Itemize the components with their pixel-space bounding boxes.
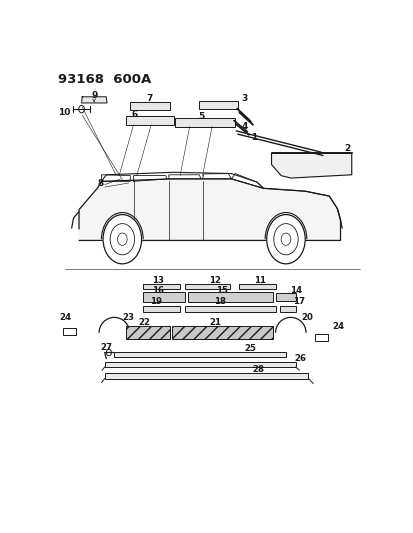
Bar xyxy=(143,306,180,312)
Bar xyxy=(185,306,276,312)
Polygon shape xyxy=(271,154,351,178)
Text: 22: 22 xyxy=(138,318,150,327)
Text: 3: 3 xyxy=(240,94,247,103)
Text: 13: 13 xyxy=(151,276,163,285)
Bar xyxy=(143,292,185,302)
Text: 93168  600A: 93168 600A xyxy=(58,73,151,86)
Circle shape xyxy=(103,215,141,264)
Text: 1: 1 xyxy=(250,133,256,142)
Text: 19: 19 xyxy=(150,297,162,306)
Text: 27: 27 xyxy=(100,343,112,352)
Bar xyxy=(239,284,276,289)
Text: 2: 2 xyxy=(343,143,349,152)
Bar xyxy=(276,293,295,301)
Text: 6: 6 xyxy=(131,109,137,118)
Text: 12: 12 xyxy=(209,276,221,285)
Polygon shape xyxy=(79,179,340,240)
Text: 4: 4 xyxy=(240,122,247,131)
Text: 17: 17 xyxy=(292,297,304,306)
Text: 25: 25 xyxy=(244,344,256,353)
Bar xyxy=(172,326,273,340)
Text: 23: 23 xyxy=(123,313,134,322)
Text: 15: 15 xyxy=(215,286,227,295)
Bar xyxy=(125,326,170,340)
Text: 26: 26 xyxy=(294,354,306,363)
Bar xyxy=(175,118,234,127)
Text: 14: 14 xyxy=(289,286,301,295)
Text: 24: 24 xyxy=(59,313,71,322)
Circle shape xyxy=(266,215,304,264)
Bar xyxy=(199,101,237,109)
Bar xyxy=(63,328,76,335)
Text: 10: 10 xyxy=(58,108,70,117)
Text: 18: 18 xyxy=(214,297,225,306)
Bar xyxy=(104,373,308,378)
Bar xyxy=(185,284,229,289)
Bar xyxy=(104,362,295,367)
Bar xyxy=(314,334,327,342)
Bar xyxy=(279,306,295,312)
Text: 24: 24 xyxy=(332,322,344,331)
Bar xyxy=(188,292,273,302)
Text: 20: 20 xyxy=(300,313,312,322)
Text: 21: 21 xyxy=(209,318,221,327)
Text: 8: 8 xyxy=(97,179,103,188)
Text: 7: 7 xyxy=(146,94,152,103)
Text: 11: 11 xyxy=(254,276,266,285)
Text: 16: 16 xyxy=(151,286,163,295)
Text: 5: 5 xyxy=(197,111,204,120)
Bar xyxy=(114,352,285,357)
Text: 9: 9 xyxy=(92,91,98,100)
Text: 28: 28 xyxy=(252,365,264,374)
Bar xyxy=(130,102,170,110)
Bar xyxy=(143,284,180,289)
Bar xyxy=(125,116,173,125)
Polygon shape xyxy=(81,97,107,103)
